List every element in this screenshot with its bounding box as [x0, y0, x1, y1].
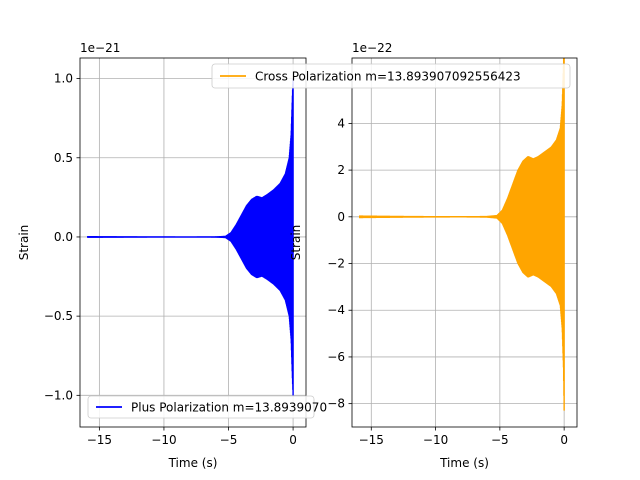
right-y-tick-label: 2	[337, 163, 345, 177]
left-y-axis-label: Strain	[17, 225, 31, 261]
right-y-tick-label: −4	[327, 303, 345, 317]
right-plot-panel: −15 −10 −5 0 −8 −6 −4 −2 0 2 4 1e−22 Time (s) Strain C…	[211, 41, 578, 470]
left-x-tick-label: −15	[87, 433, 112, 447]
left-axes-frame	[79, 57, 307, 428]
right-axes-frame	[351, 57, 578, 428]
left-series-0-waveform	[87, 78, 294, 396]
right-y-tick-label: −2	[327, 257, 345, 271]
right-x-tick-label: −5	[491, 433, 509, 447]
left-legend-label: Plus Polarization m=13.8939070	[131, 401, 327, 415]
left-y-tick-label: −0.5	[44, 309, 73, 323]
right-y-tick-label: 4	[337, 116, 345, 130]
left-legend-box	[87, 395, 315, 419]
right-y-tick-label: 0	[337, 210, 345, 224]
left-x-tick-label: 0	[289, 433, 297, 447]
right-x-axis-label: Time (s)	[439, 456, 489, 470]
right-legend: Cross Polarization m=13.893907092556423	[211, 63, 571, 89]
right-series-0-waveform	[359, 58, 565, 411]
left-offset-text: 1e−21	[80, 41, 120, 55]
right-y-tick-label: −8	[327, 397, 345, 411]
right-offset-text: 1e−22	[352, 41, 392, 55]
left-y-tick-label: −1.0	[44, 388, 73, 402]
right-y-axis-label: Strain	[289, 225, 303, 261]
left-x-axis-label: Time (s)	[168, 456, 218, 470]
left-y-tick-label: 1.0	[54, 72, 73, 86]
right-x-tick-label: −15	[359, 433, 384, 447]
right-legend-label: Cross Polarization m=13.893907092556423	[255, 70, 521, 84]
left-legend: Plus Polarization m=13.8939070	[87, 395, 327, 419]
left-x-tick-label: −10	[151, 433, 176, 447]
left-y-tick-label: 0.0	[54, 230, 73, 244]
left-x-tick-label: −5	[220, 433, 238, 447]
left-plot-panel: −15 −10 −5 0 −1.0 −0.5 0.0 0.5 1.0 1e−21 Time (s) S…	[17, 41, 327, 470]
right-x-tick-label: 0	[560, 433, 568, 447]
right-x-tick-label: −10	[423, 433, 448, 447]
left-y-tick-label: 0.5	[54, 151, 73, 165]
right-legend-box	[211, 63, 571, 89]
right-y-tick-label: −6	[327, 350, 345, 364]
